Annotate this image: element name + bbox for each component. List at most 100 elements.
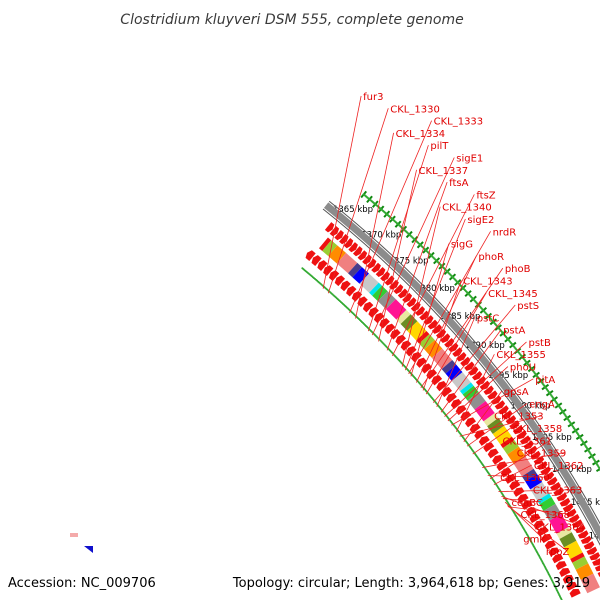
cog-block (474, 400, 495, 422)
gene-label: CKL_1368 (520, 510, 570, 521)
cds-arrow (568, 514, 580, 523)
cds-arrow (475, 375, 487, 386)
label-leader-line (405, 218, 466, 371)
cds-arrow (384, 275, 395, 286)
cog-block (385, 299, 407, 320)
gene-label: pitA (535, 375, 555, 386)
cds-arrow (513, 487, 525, 497)
cog-block (549, 513, 569, 534)
cds-arrow (380, 271, 390, 282)
cds-arrow (546, 476, 558, 486)
cds-arrow (415, 306, 426, 316)
cds-arrow (431, 324, 442, 334)
cds-arrow (436, 381, 448, 392)
gene-label: pstS (517, 301, 539, 312)
cds-arrow (498, 405, 509, 415)
cds-arrow (384, 323, 396, 335)
gene-label: CKL_1330 (390, 104, 440, 115)
gene-label: gmk (523, 535, 545, 546)
cog-block (467, 391, 486, 410)
cds-arrow (574, 524, 586, 534)
cds-arrow (592, 558, 600, 566)
label-leader-line (408, 231, 491, 374)
gene-label: CKL_1343 (463, 276, 513, 287)
gene-label: CKL_1334 (396, 129, 446, 140)
cds-arrow (479, 380, 490, 390)
cds-arrow (577, 530, 589, 539)
kbp-tick-label: 1370 kbp (361, 230, 401, 240)
cog-block (372, 285, 388, 302)
cds-arrow (440, 333, 451, 343)
cds-arrow (390, 329, 401, 340)
gene-label: sigE1 (456, 153, 483, 164)
cds-arrow (536, 461, 548, 470)
cds-arrow (505, 474, 517, 484)
cds-arrow (519, 435, 531, 445)
cds-arrow (559, 497, 571, 507)
label-leader-line (451, 378, 534, 426)
kbp-tick-label: 1390 kbp (465, 341, 505, 351)
cds-arrow (400, 340, 412, 351)
gene-label: CKL_1358 (513, 424, 563, 435)
cog-block (377, 291, 396, 310)
cds-arrow (556, 492, 568, 502)
label-leader-line (432, 304, 516, 403)
cog-block (483, 413, 499, 427)
cds-arrow (526, 445, 538, 455)
cds-arrow (586, 546, 598, 555)
kbp-tick-label: 1400 kbp (510, 402, 550, 412)
cds-arrow (426, 369, 438, 380)
label-leader-line (425, 292, 487, 395)
label-leader-line (378, 169, 417, 342)
cds-arrow (512, 425, 524, 435)
cog-block (559, 532, 577, 548)
cds-arrow (371, 262, 381, 273)
map-title: Clostridium kluyveri DSM 555, complete g… (120, 12, 463, 28)
gene-label: fur3 (363, 92, 383, 103)
cds-arrow (487, 448, 499, 459)
cds-arrow (565, 508, 577, 518)
minor-tick-marks (301, 193, 600, 600)
cog-block (322, 240, 338, 257)
cog-block (369, 282, 382, 296)
kbp-tick-label: 1380 kbp (415, 284, 455, 294)
label-leader-line (493, 464, 533, 486)
cds-arrow (357, 250, 368, 261)
cog-block (416, 330, 430, 344)
label-leader-line (508, 506, 569, 515)
cog-block (396, 309, 411, 324)
label-leader-line (459, 415, 542, 437)
label-leader-line (472, 427, 511, 455)
cds-arrow (352, 246, 363, 257)
gene-label: CKL_1340 (442, 203, 492, 214)
cds-arrow (448, 342, 459, 353)
cog-block (502, 440, 519, 455)
label-leader-line (415, 255, 477, 383)
gene-label: CKL_1359 (517, 449, 567, 460)
cog-block (580, 573, 600, 594)
cds-arrow (544, 540, 556, 550)
cog-block (460, 382, 474, 395)
label-leader-line (504, 501, 544, 539)
label-leader-line (507, 505, 568, 552)
cds-arrow (346, 285, 357, 297)
label-leader-line (501, 495, 584, 527)
cog-block (570, 552, 585, 563)
gene-label: phoU (510, 363, 536, 374)
cds-arrow (550, 482, 561, 491)
cog-block (431, 348, 453, 370)
cds-arrow (393, 284, 404, 295)
cds-arrow (323, 265, 334, 276)
gene-label: phoR (478, 252, 504, 263)
cds-arrow (317, 260, 328, 271)
cds-arrow (502, 410, 513, 420)
cds-arrow (487, 390, 498, 400)
gene-label: pstB (529, 338, 551, 349)
cds-arrow (523, 440, 534, 450)
cds-arrow (375, 266, 386, 277)
label-leader-line (367, 145, 429, 332)
gene-label: CKL_1337 (419, 166, 469, 177)
cds-arrow (494, 400, 506, 410)
gene-label: gpsA (504, 387, 529, 398)
